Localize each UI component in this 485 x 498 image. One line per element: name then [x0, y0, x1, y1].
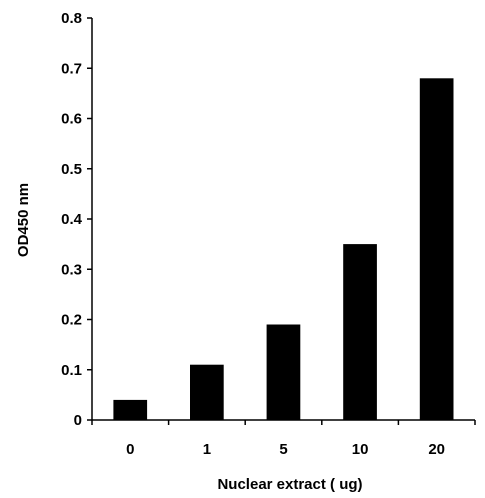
y-tick-label: 0.6: [61, 111, 82, 128]
bar-10: [343, 244, 377, 420]
bar-1: [190, 364, 224, 420]
y-axis: 0 0.1 0.2 0.3 0.4 0.5 0.6 0.7 0.8: [61, 10, 93, 429]
x-tick-label: 10: [352, 441, 369, 458]
x-tick-label: 0: [126, 441, 134, 458]
y-tick-label: 0.3: [61, 261, 82, 278]
bar-5: [266, 324, 301, 420]
bar-20: [419, 78, 454, 421]
x-axis: 0 1 5 10 20: [91, 419, 476, 458]
y-tick-label: 0.7: [61, 60, 82, 77]
x-axis-title: Nuclear extract ( ug): [217, 476, 362, 493]
y-axis-title: OD450 nm: [15, 183, 32, 257]
y-tick-label: 0.5: [61, 161, 82, 178]
x-tick-label: 20: [428, 441, 445, 458]
y-tick-label: 0.4: [61, 211, 83, 228]
bars-group: [113, 78, 454, 421]
x-tick-label: 5: [279, 441, 287, 458]
y-tick-label: 0.8: [61, 10, 82, 27]
bar-0: [113, 399, 148, 420]
x-tick-label: 1: [203, 441, 211, 458]
y-tick-label: 0: [74, 412, 82, 429]
y-tick-label: 0.2: [61, 312, 82, 329]
y-tick-label: 0.1: [61, 362, 82, 379]
